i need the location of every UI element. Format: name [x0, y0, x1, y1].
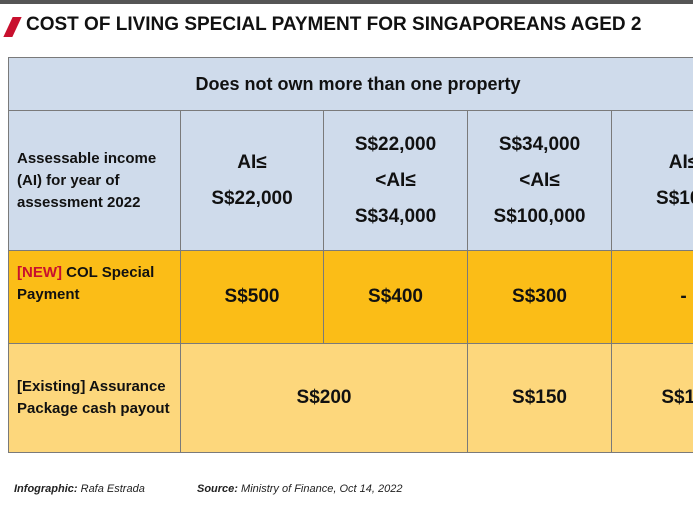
credit: Infographic: Rafa Estrada — [14, 483, 145, 495]
row-label: [Existing] Assurance Package cash payout — [8, 343, 181, 453]
value-cell: S$300 — [467, 250, 612, 344]
column-header: AI≤ S$22,000 — [180, 110, 324, 251]
group-header: Does not own more than one property — [8, 57, 693, 111]
value-cell: S$400 — [323, 250, 468, 344]
top-bar — [0, 0, 693, 4]
value-cell: S$150 — [467, 343, 612, 453]
row-label: Assessable income (AI) for year of asses… — [8, 110, 181, 251]
credit-label: Infographic: — [14, 483, 78, 495]
column-header: AI≤ S$100 — [611, 110, 693, 251]
value-cell: S$200 — [180, 343, 468, 453]
source: Source: Ministry of Finance, Oct 14, 202… — [197, 483, 402, 495]
column-header: S$22,000 <AI≤ S$34,000 — [323, 110, 468, 251]
value-cell: S$500 — [180, 250, 324, 344]
value-cell: S$10 — [611, 343, 693, 453]
value-cell: - — [611, 250, 693, 344]
source-label: Source: — [197, 483, 238, 495]
row-label-text: COL Special Payment — [17, 264, 155, 303]
column-header: S$34,000 <AI≤ S$100,000 — [467, 110, 612, 251]
title-icon — [3, 17, 22, 37]
credit-text: Rafa Estrada — [80, 483, 145, 495]
row-label: [NEW] COL Special Payment — [8, 250, 181, 344]
source-text: Ministry of Finance, Oct 14, 2022 — [241, 483, 403, 495]
new-tag: [NEW] — [17, 264, 62, 281]
title: COST OF LIVING SPECIAL PAYMENT FOR SINGA… — [26, 14, 642, 35]
